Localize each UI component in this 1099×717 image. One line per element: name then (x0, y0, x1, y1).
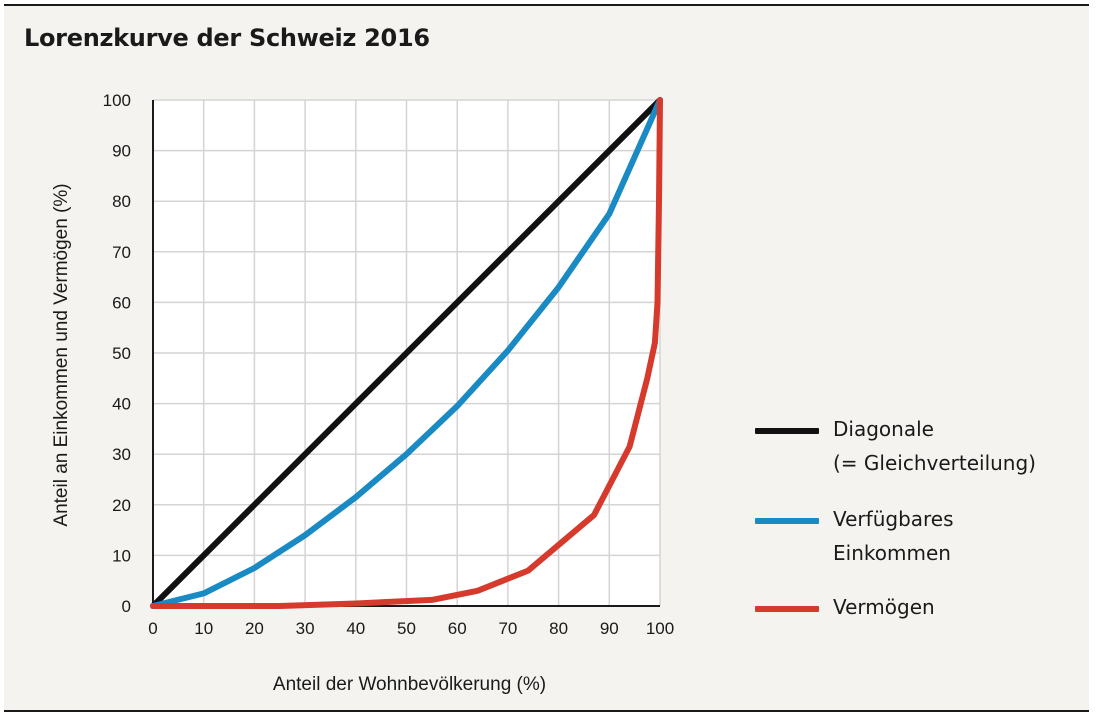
income-line (150, 97, 663, 609)
x-tick-label: 0 (148, 619, 157, 638)
y-tick-label: 80 (112, 192, 131, 211)
x-tick-label: 60 (448, 619, 467, 638)
diagonal-line (150, 97, 663, 609)
x-tick-label: 40 (346, 619, 365, 638)
legend-income-swatch (755, 518, 819, 524)
y-tick-label: 90 (112, 142, 131, 161)
x-tick-labels: 0 10 20 30 40 50 60 70 80 90 100 (148, 619, 674, 638)
y-tick-labels: 0 10 20 30 40 50 60 70 80 90 100 (103, 91, 131, 616)
y-tick-label: 50 (112, 344, 131, 363)
wealth-line (150, 97, 663, 609)
legend-diagonal-swatch (755, 428, 819, 434)
y-axis-label: Anteil an Einkommen und Vermögen (%) (51, 183, 72, 526)
y-tick-label: 70 (112, 243, 131, 262)
x-tick-label: 20 (245, 619, 264, 638)
y-tick-label: 10 (112, 546, 131, 565)
y-tick-label: 20 (112, 496, 131, 515)
y-tick-label: 0 (122, 597, 131, 616)
legend-income-label: Verfügbares (833, 507, 954, 531)
legend-diagonal-label: (= Gleichverteilung) (833, 451, 1036, 475)
series-lines (150, 97, 663, 609)
x-tick-label: 90 (600, 619, 619, 638)
y-tick-label: 40 (112, 395, 131, 414)
y-tick-label: 100 (103, 91, 131, 110)
legend-diagonal-label: Diagonale (833, 417, 934, 441)
legend-wealth-label: Vermögen (833, 595, 935, 619)
x-tick-label: 80 (549, 619, 568, 638)
legend-wealth-swatch (755, 606, 819, 612)
x-tick-label: 50 (397, 619, 416, 638)
x-tick-label: 100 (646, 619, 674, 638)
chart-title: Lorenzkurve der Schweiz 2016 (24, 24, 430, 52)
y-tick-label: 30 (112, 445, 131, 464)
x-tick-label: 30 (296, 619, 315, 638)
x-tick-label: 70 (498, 619, 517, 638)
x-axis-label: Anteil der Wohnbevölkerung (%) (273, 674, 546, 695)
legend-income-label: Einkommen (833, 541, 951, 565)
y-tick-label: 60 (112, 293, 131, 312)
x-tick-label: 10 (194, 619, 213, 638)
